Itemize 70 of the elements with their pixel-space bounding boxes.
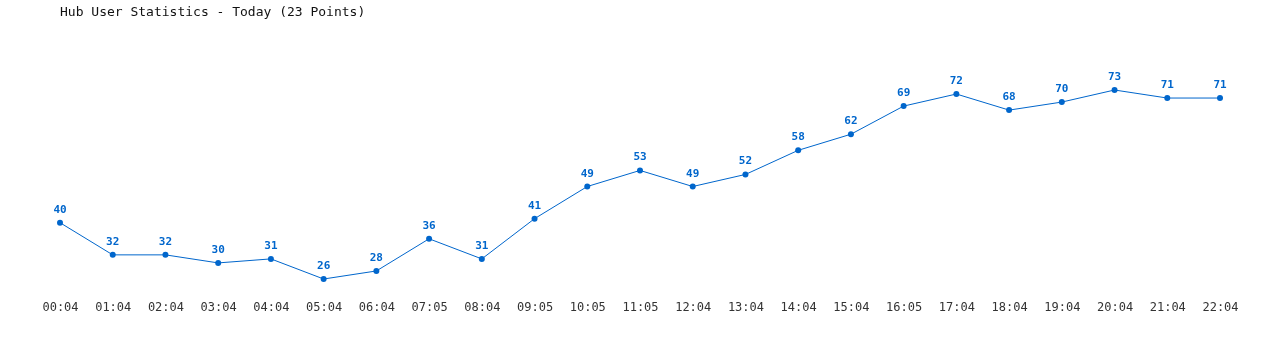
point <box>215 259 222 266</box>
point <box>162 251 169 258</box>
point <box>109 251 116 258</box>
point <box>742 171 749 178</box>
data-label: 49 <box>580 166 594 180</box>
data-label: 49 <box>686 166 700 180</box>
x-tick-label: 20:04 <box>1096 299 1134 314</box>
point <box>795 147 802 154</box>
x-tick-label: 16:05 <box>886 299 923 314</box>
point <box>1164 95 1171 102</box>
point <box>320 276 327 282</box>
point <box>267 255 274 262</box>
data-label: 62 <box>844 114 858 128</box>
x-tick-label: 21:04 <box>1149 299 1186 314</box>
point <box>953 91 960 98</box>
data-label: 71 <box>1160 78 1175 92</box>
point <box>531 215 538 222</box>
x-tick-label: 07:05 <box>411 299 448 314</box>
point <box>478 255 485 262</box>
data-label: 28 <box>369 250 383 264</box>
data-label: 32 <box>106 234 120 248</box>
x-tick-label: 03:04 <box>200 299 237 314</box>
point <box>584 183 591 190</box>
x-tick-label: 08:04 <box>464 299 501 314</box>
x-tick-label: 13:04 <box>727 299 765 314</box>
point <box>426 235 433 242</box>
data-label: 53 <box>633 150 647 164</box>
x-tick-label: 05:04 <box>306 299 343 314</box>
data-label: 58 <box>791 130 805 144</box>
point <box>689 183 696 190</box>
data-label: 40 <box>53 202 67 216</box>
data-label: 52 <box>738 154 753 168</box>
data-label: 41 <box>527 198 542 212</box>
point <box>1217 95 1223 102</box>
point <box>637 167 643 174</box>
chart-title: Hub User Statistics - Today (23 Points) <box>60 4 366 19</box>
data-label: 30 <box>211 242 225 256</box>
point <box>57 219 63 226</box>
data-label: 31 <box>264 238 278 252</box>
data-label: 73 <box>1107 70 1122 83</box>
x-tick-label: 18:04 <box>991 299 1028 314</box>
x-tick-label: 12:04 <box>675 299 712 314</box>
data-label: 72 <box>949 74 963 88</box>
point <box>900 103 907 110</box>
x-tick-label: 22:04 <box>1202 299 1239 314</box>
x-tick-label: 02:04 <box>147 299 185 314</box>
x-tick-label: 14:04 <box>780 299 817 314</box>
data-label: 71 <box>1213 78 1227 92</box>
x-tick-label: 10:05 <box>569 299 606 314</box>
data-label: 68 <box>1002 90 1016 104</box>
data-label: 31 <box>475 238 489 252</box>
point <box>1111 87 1118 93</box>
point <box>1058 99 1065 106</box>
point <box>847 131 854 138</box>
x-tick-label: 11:05 <box>622 299 659 314</box>
x-tick-label: 01:04 <box>95 299 132 314</box>
x-tick-label: 09:05 <box>516 299 554 314</box>
point <box>1006 107 1013 114</box>
x-tick-label: 00:04 <box>42 299 79 314</box>
point <box>373 267 380 274</box>
data-label: 70 <box>1055 82 1069 96</box>
data-label: 69 <box>897 86 911 100</box>
x-tick-label: 19:04 <box>1044 299 1081 314</box>
x-tick-label: 15:04 <box>833 299 870 314</box>
x-tick-label: 06:04 <box>358 299 395 314</box>
x-tick-label: 04:04 <box>253 299 290 314</box>
data-label: 32 <box>158 234 173 248</box>
data-label: 36 <box>422 218 437 232</box>
data-label: 26 <box>317 259 331 272</box>
x-tick-label: 17:04 <box>938 299 975 314</box>
